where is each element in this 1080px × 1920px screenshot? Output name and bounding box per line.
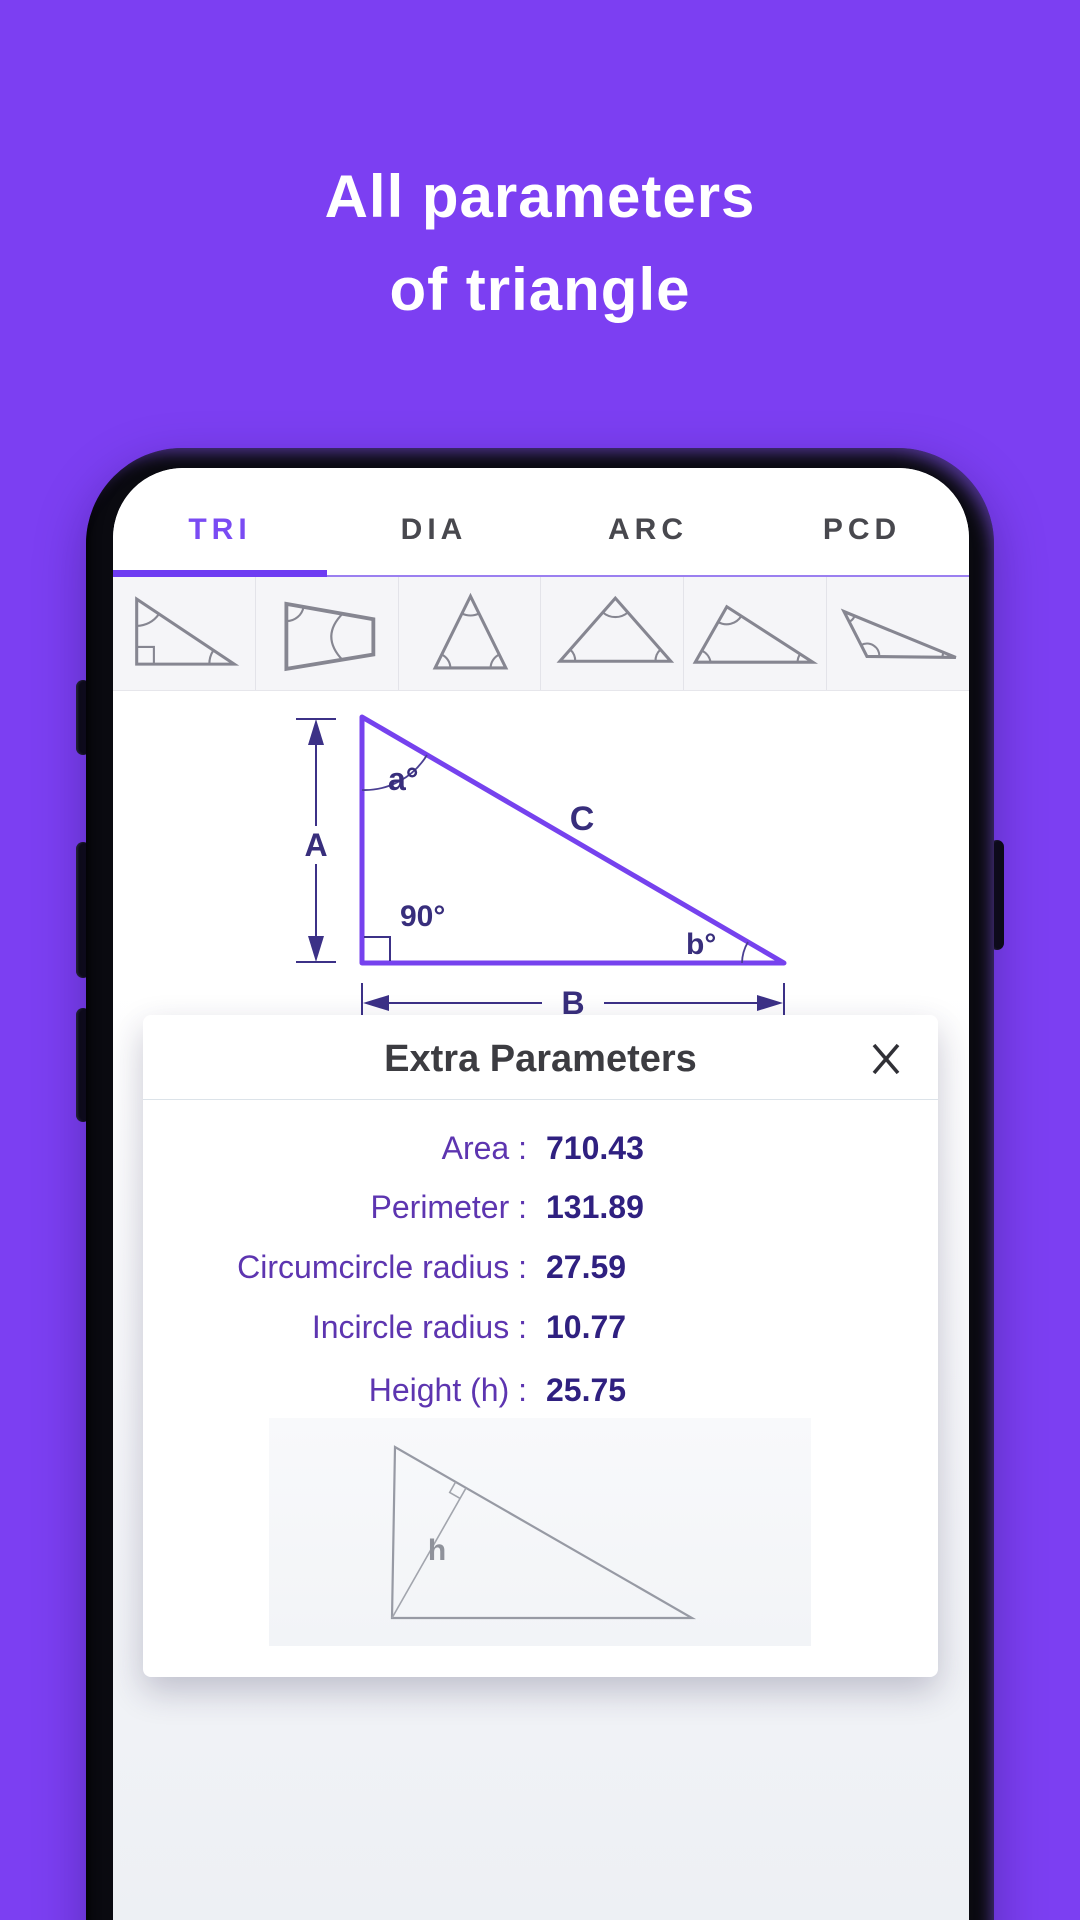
parameter-value: 710.43 (546, 1130, 644, 1166)
side-a-label: A (304, 827, 327, 863)
tab-bar: TRI DIA ARC PCD (113, 468, 969, 577)
shape-item-right-triangle[interactable] (113, 577, 255, 690)
parameter-row-area: Area : 710.43 (143, 1128, 938, 1168)
tab-active-indicator (113, 570, 327, 577)
phone-screen: TRI DIA ARC PCD (113, 468, 969, 1920)
shape-item-sector[interactable] (254, 577, 398, 690)
parameter-row-height: Height (h) : 25.75 (143, 1370, 938, 1410)
dialog-header: Extra Parameters (143, 1015, 938, 1099)
angle-a-label: a° (388, 761, 419, 797)
close-button[interactable] (859, 1037, 913, 1081)
shape-item-wide-acute-triangle[interactable] (540, 577, 683, 690)
parameter-row-circumcircle: Circumcircle radius : 27.59 (143, 1247, 938, 1287)
altitude-right-angle-mark (448, 1481, 461, 1500)
shape-item-acute-triangle[interactable] (397, 577, 541, 690)
hero-title-line-2: of triangle (389, 256, 691, 323)
parameter-value: 25.75 (546, 1372, 627, 1408)
right-angle-mark (364, 936, 391, 961)
sector-shape-icon (284, 601, 375, 671)
angle-a-arc (361, 754, 428, 791)
tab-dia[interactable]: DIA (400, 512, 468, 546)
close-icon (872, 1043, 900, 1075)
height-figure-triangle (390, 1445, 697, 1620)
wide-acute-triangle-icon (556, 595, 675, 663)
tab-pcd[interactable]: PCD (822, 512, 902, 546)
acute-triangle-icon (432, 592, 508, 669)
parameter-row-incircle: Incircle radius : 10.77 (143, 1307, 938, 1347)
scalene-triangle-icon (692, 604, 819, 664)
right-angle-label: 90° (400, 900, 445, 933)
parameter-label: Incircle radius : (311, 1309, 527, 1345)
parameter-value: 10.77 (546, 1309, 627, 1345)
parameter-label: Area : (441, 1130, 527, 1166)
obtuse-triangle-icon (840, 608, 957, 659)
side-c-label: C (570, 800, 595, 838)
parameter-label: Perimeter : (370, 1189, 527, 1225)
height-label: h (428, 1534, 446, 1567)
extra-parameters-dialog: Extra Parameters Area : 710.43 Perimeter… (143, 1015, 938, 1677)
shape-selector (113, 577, 969, 691)
hero-title-line-1: All parameters (324, 163, 756, 230)
angle-b-arc (741, 941, 749, 964)
tab-tri[interactable]: TRI (188, 512, 252, 546)
tab-underline (113, 575, 969, 577)
shape-item-obtuse-triangle[interactable] (826, 577, 969, 690)
altitude-line (391, 1487, 467, 1619)
dialog-divider (143, 1099, 938, 1100)
parameter-label: Height (h) : (368, 1372, 527, 1408)
tab-arc[interactable]: ARC (608, 512, 688, 546)
parameter-row-perimeter: Perimeter : 131.89 (143, 1187, 938, 1227)
triangle-diagram: a° C A 90° b° B (113, 690, 969, 1015)
dialog-title: Extra Parameters (384, 1038, 697, 1080)
height-figure: h (269, 1418, 811, 1646)
parameter-value: 27.59 (546, 1249, 627, 1285)
main-triangle-shape (359, 714, 787, 966)
shape-item-scalene-triangle[interactable] (683, 577, 826, 690)
angle-b-label: b° (686, 928, 716, 961)
side-b-label: B (561, 985, 584, 1015)
parameter-value: 131.89 (546, 1189, 644, 1225)
parameter-label: Circumcircle radius : (237, 1249, 527, 1285)
right-triangle-icon (135, 595, 240, 666)
